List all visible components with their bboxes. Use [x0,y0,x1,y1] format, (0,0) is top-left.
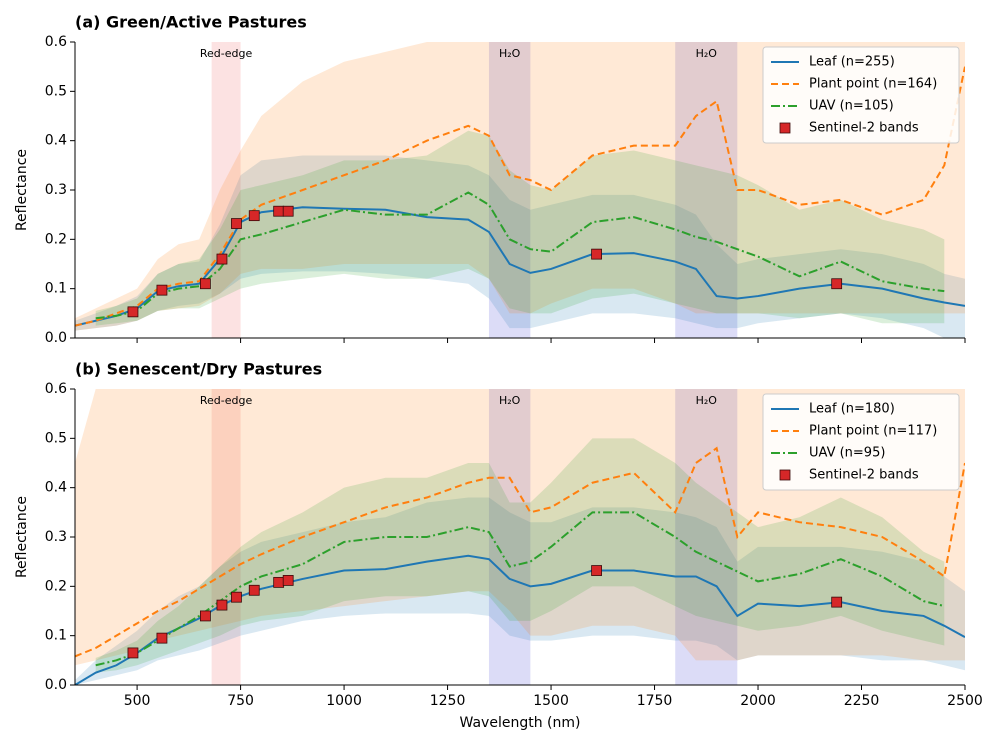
region-band [211,42,241,338]
region-label: H₂O [499,394,521,407]
envelope [75,42,965,331]
legend-label: Sentinel-2 bands [809,468,919,483]
legend-label: UAV (n=95) [809,446,885,461]
sentinel-marker [231,218,242,229]
spectrum-line [75,446,965,658]
y-tick-label: 0.5 [45,430,67,446]
x-tick-label: 500 [124,693,151,709]
sentinel-marker [127,306,139,318]
region-band [675,389,738,685]
sentinel-marker [248,210,260,222]
sentinel-marker [199,610,211,622]
sentinel-marker [199,278,211,290]
sentinel-marker [156,284,168,296]
plot-area [75,42,965,338]
x-tick-label: 2500 [947,693,983,709]
sentinel-marker [831,596,843,608]
legend-label: Plant point (n=117) [809,424,937,439]
x-tick-label: 1000 [326,693,362,709]
sentinel-marker [591,248,602,260]
spectrum-line [95,191,945,320]
sentinel-marker [216,253,228,265]
region-band [488,389,531,685]
legend-label: Plant point (n=164) [809,77,937,92]
envelope [75,497,965,685]
region-label: H₂O [696,47,718,60]
legend-box [762,46,960,144]
sentinel-marker [127,647,139,659]
y-axis-label: Reflectance [14,496,30,578]
legend-label: UAV (n=105) [809,99,894,114]
x-axis-label: Wavelength (nm) [460,715,581,731]
y-tick-label: 0.4 [45,480,67,496]
legend-swatch [779,469,791,481]
y-tick-label: 0.1 [45,281,67,297]
legend-box [762,393,960,491]
sentinel-marker [273,205,285,217]
sentinel-marker [216,599,228,611]
y-tick-label: 0.1 [45,628,67,644]
sentinel-marker [248,584,260,596]
envelope [75,389,965,666]
y-axis-label: Reflectance [14,149,30,231]
x-tick-label: 1500 [533,693,569,709]
y-tick-label: 0.5 [45,83,67,99]
y-tick-label: 0.3 [45,529,67,545]
spectrum-line [75,554,965,685]
region-label: Red-edge [200,394,253,407]
y-tick-label: 0.2 [45,578,67,594]
region-band [488,42,531,338]
region-band [675,42,738,338]
envelope [75,155,965,338]
region-label: Red-edge [200,47,253,60]
legend-label: Leaf (n=180) [809,402,895,417]
x-tick-label: 1750 [637,693,673,709]
y-tick-label: 0.0 [45,677,67,693]
y-tick-label: 0.0 [45,330,67,346]
y-tick-label: 0.3 [45,182,67,198]
y-tick-label: 0.2 [45,231,67,247]
legend-label: Leaf (n=255) [809,55,895,70]
region-label: H₂O [499,47,521,60]
sentinel-marker [282,575,294,586]
legend-swatch [779,122,791,134]
legend-label: Sentinel-2 bands [809,121,919,136]
panel-title: (a) Green/Active Pastures [75,13,307,32]
panel-title: (b) Senescent/Dry Pastures [75,360,322,379]
region-label: H₂O [696,394,718,407]
x-tick-label: 2250 [844,693,880,709]
sentinel-marker [231,591,242,603]
sentinel-marker [591,565,602,576]
sentinel-marker [831,278,843,290]
y-tick-label: 0.4 [45,133,67,149]
plot-area [75,389,965,685]
envelope [95,130,945,326]
spectrum-line [75,66,965,327]
envelope [95,438,945,673]
spectrum-line [75,206,965,327]
x-tick-label: 2000 [740,693,776,709]
sentinel-marker [273,576,285,588]
y-tick-label: 0.6 [45,381,67,397]
x-tick-label: 1250 [430,693,466,709]
region-band [211,389,241,685]
sentinel-marker [282,205,294,217]
x-tick-label: 750 [227,693,254,709]
y-tick-label: 0.6 [45,34,67,50]
spectrum-line [95,511,945,667]
sentinel-marker [156,632,168,644]
